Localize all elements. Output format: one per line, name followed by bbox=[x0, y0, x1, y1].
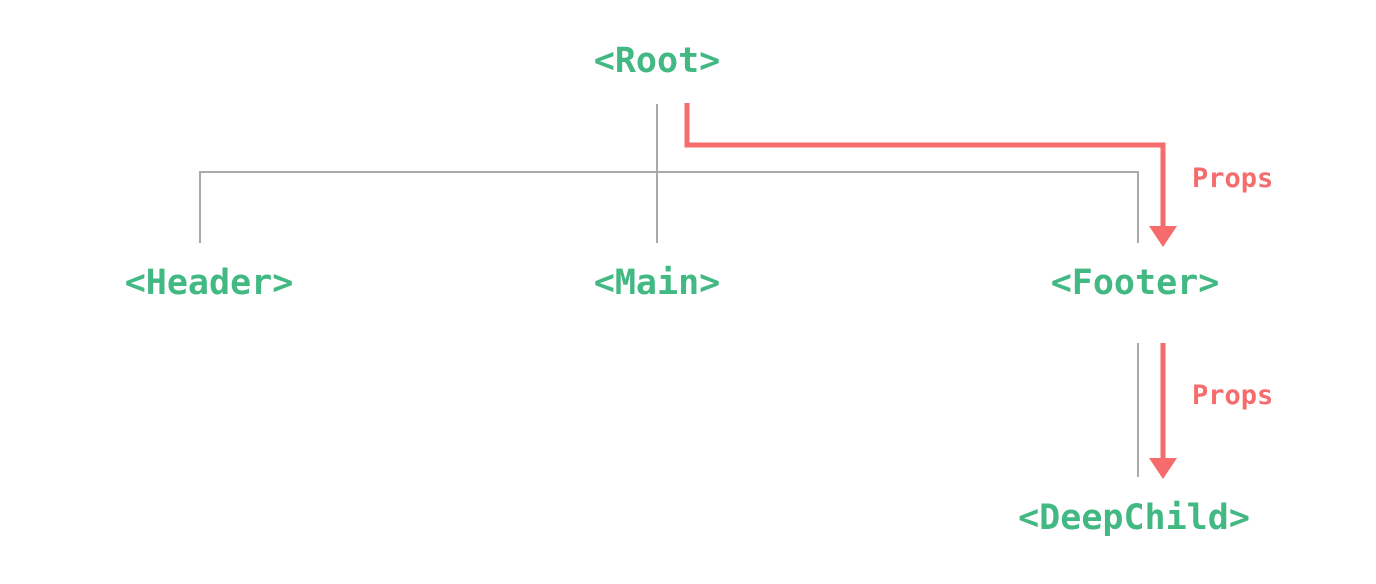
props-label-footer-to-deepchild: Props bbox=[1192, 380, 1274, 411]
node-root-label: <Root> bbox=[593, 41, 721, 81]
node-main-label: <Main> bbox=[593, 263, 721, 303]
props-arrow-root-to-footer bbox=[684, 103, 1166, 227]
arrowhead-down-icon bbox=[1149, 458, 1177, 479]
props-label-root-to-footer: Props bbox=[1192, 163, 1274, 194]
node-deepchild-label: <DeepChild> bbox=[1018, 498, 1250, 538]
arrowhead-down-icon bbox=[1149, 226, 1177, 247]
node-header-label: <Header> bbox=[124, 263, 294, 303]
node-footer-label: <Footer> bbox=[1050, 263, 1220, 303]
